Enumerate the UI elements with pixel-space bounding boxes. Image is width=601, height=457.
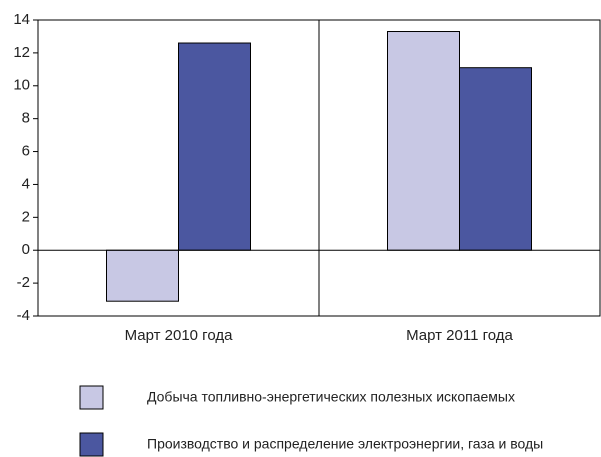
legend-text: Добыча топливно-энергетических полезных … — [147, 389, 515, 405]
y-tick-label: -2 — [17, 274, 30, 291]
x-tick-label: Март 2011 года — [406, 327, 513, 344]
y-tick-label: 2 — [22, 208, 30, 225]
legend-text: Производство и распределение электроэнер… — [147, 436, 543, 452]
bar — [459, 67, 532, 251]
bar — [387, 31, 460, 251]
bar — [178, 42, 251, 251]
bar — [106, 249, 179, 302]
y-tick-label: 4 — [22, 175, 30, 192]
y-tick-label: 8 — [22, 110, 30, 127]
y-tick-label: 6 — [22, 143, 30, 160]
y-tick-label: 14 — [13, 11, 30, 28]
y-tick-label: 12 — [13, 44, 30, 61]
legend-swatch — [79, 432, 104, 457]
legend-swatch — [79, 385, 104, 410]
y-tick-label: 10 — [13, 77, 30, 94]
x-tick-label: Март 2010 года — [125, 327, 233, 344]
y-tick-label: 0 — [22, 241, 30, 258]
plot-border — [37, 19, 601, 317]
y-tick-label: -4 — [17, 307, 30, 324]
